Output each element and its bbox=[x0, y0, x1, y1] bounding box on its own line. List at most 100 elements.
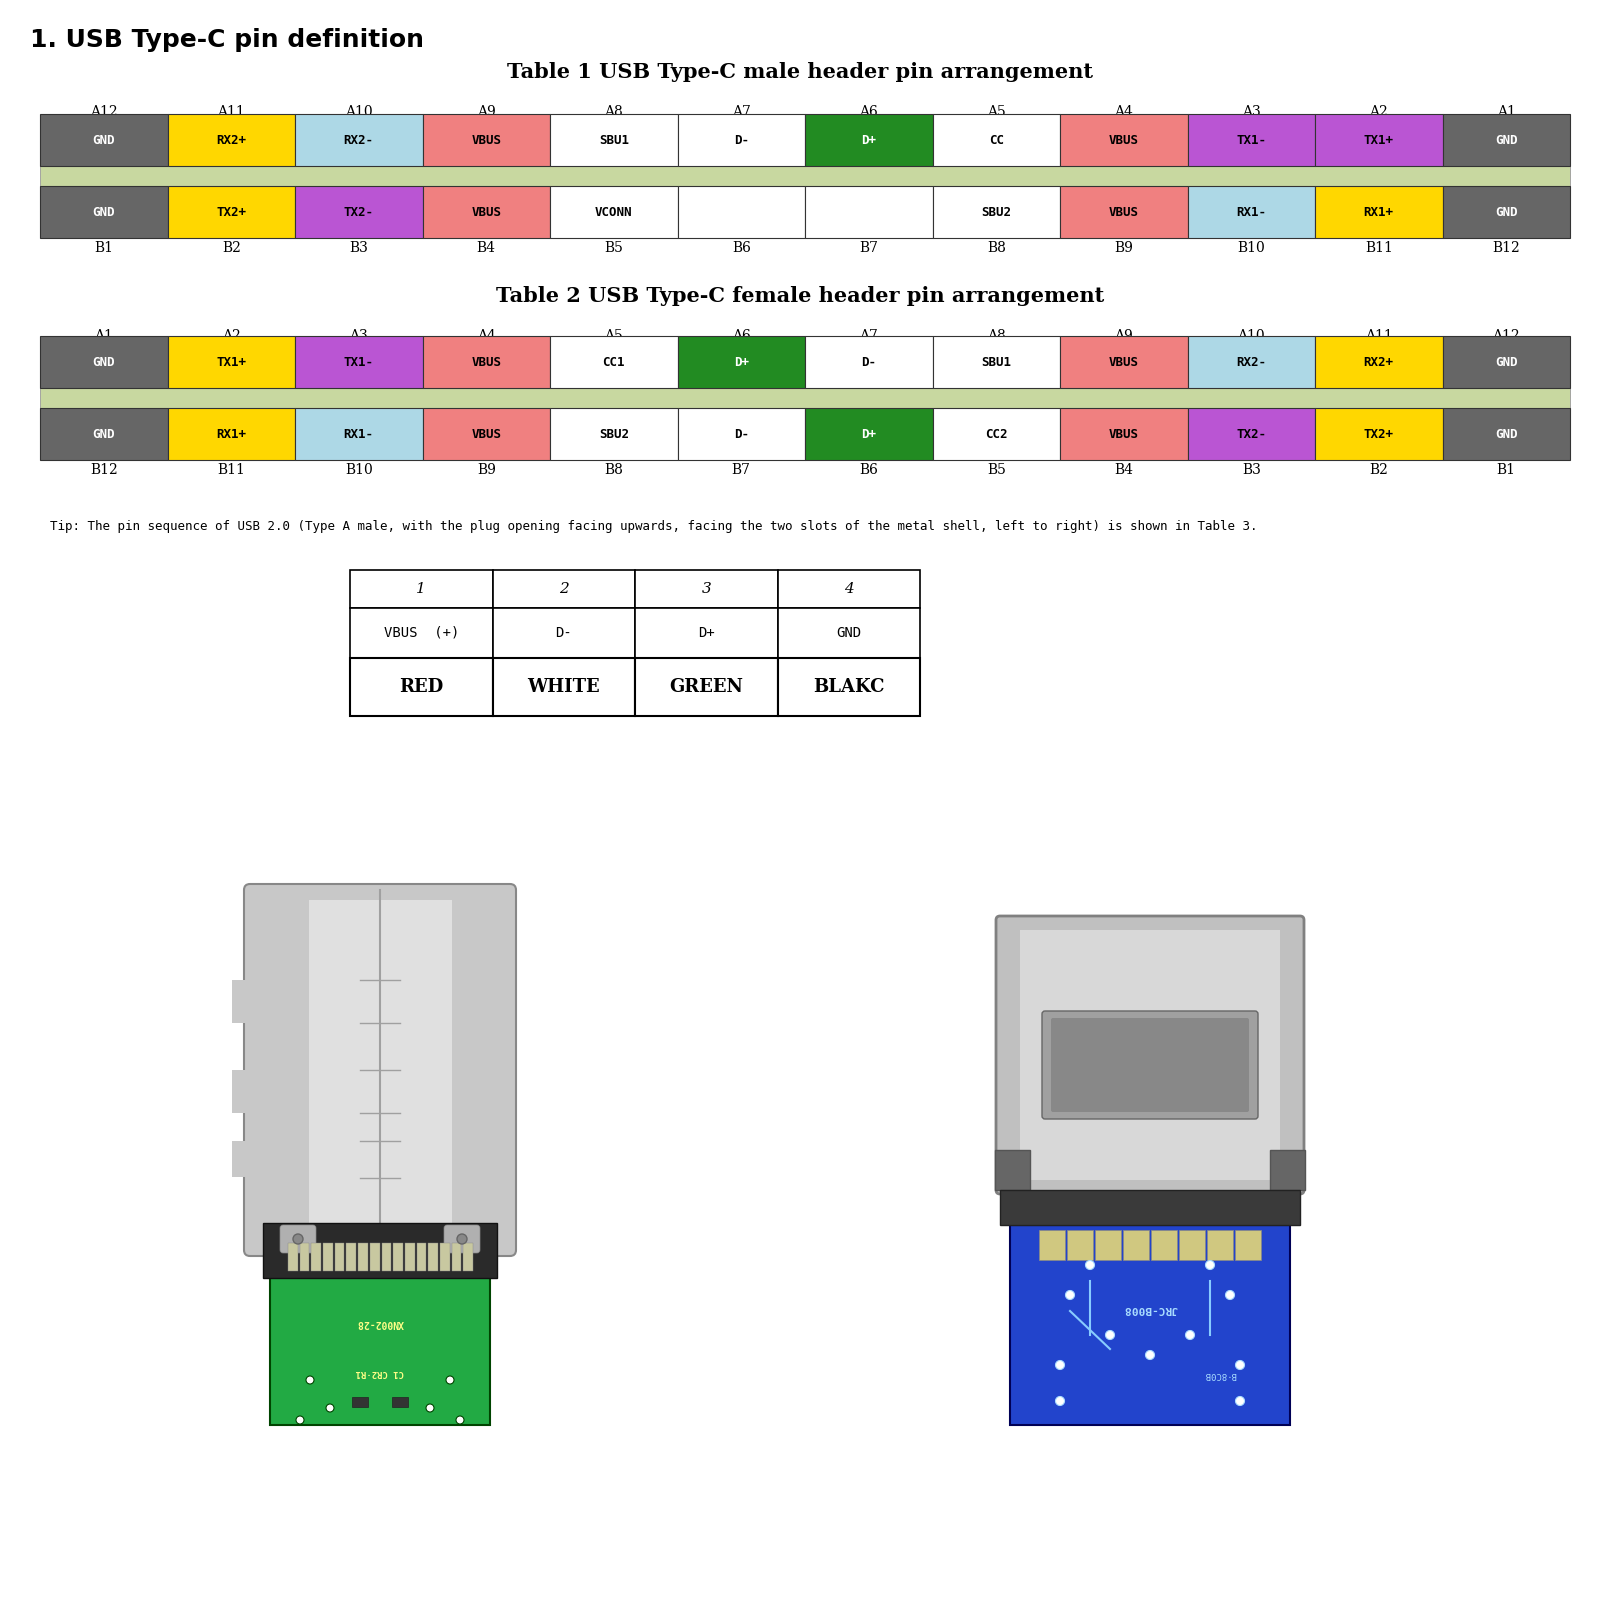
Bar bbox=[422, 114, 550, 166]
Bar bbox=[1235, 1230, 1261, 1261]
Text: BLAKC: BLAKC bbox=[813, 678, 885, 696]
Text: A4: A4 bbox=[1114, 106, 1133, 118]
Bar bbox=[288, 1243, 298, 1270]
Text: RX2+: RX2+ bbox=[216, 133, 246, 147]
Text: GND: GND bbox=[1494, 205, 1517, 219]
Text: D+: D+ bbox=[861, 133, 877, 147]
Bar bbox=[294, 408, 422, 461]
Text: A6: A6 bbox=[731, 330, 750, 342]
Bar bbox=[262, 1222, 498, 1278]
Bar bbox=[168, 408, 294, 461]
Text: A11: A11 bbox=[1365, 330, 1392, 342]
Bar bbox=[550, 408, 677, 461]
Ellipse shape bbox=[1056, 1360, 1064, 1370]
Bar bbox=[429, 1243, 438, 1270]
Text: D+: D+ bbox=[861, 427, 877, 440]
Bar bbox=[778, 608, 920, 658]
Bar bbox=[1187, 186, 1315, 238]
Text: VBUS: VBUS bbox=[1109, 355, 1139, 368]
Bar bbox=[1059, 408, 1187, 461]
Bar bbox=[550, 336, 677, 387]
Text: B6: B6 bbox=[859, 462, 878, 477]
Text: 3: 3 bbox=[701, 582, 710, 595]
Bar bbox=[933, 186, 1059, 238]
Ellipse shape bbox=[1235, 1397, 1245, 1405]
Text: RX1+: RX1+ bbox=[1363, 205, 1394, 219]
Text: D-: D- bbox=[555, 626, 573, 640]
Bar bbox=[1094, 1230, 1122, 1261]
Text: B·8C0B: B·8C0B bbox=[1203, 1371, 1237, 1379]
Bar bbox=[677, 408, 805, 461]
Text: A12: A12 bbox=[1493, 330, 1520, 342]
Ellipse shape bbox=[1106, 1331, 1115, 1339]
Text: B4: B4 bbox=[477, 242, 496, 254]
Bar bbox=[1059, 336, 1187, 387]
Bar bbox=[550, 114, 677, 166]
Text: TX1-: TX1- bbox=[1237, 133, 1266, 147]
Bar bbox=[493, 608, 635, 658]
Text: GND: GND bbox=[93, 205, 115, 219]
Text: RX2-: RX2- bbox=[344, 133, 374, 147]
Bar bbox=[358, 1243, 368, 1270]
Text: Tip: The pin sequence of USB 2.0 (Type A male, with the plug opening facing upwa: Tip: The pin sequence of USB 2.0 (Type A… bbox=[50, 520, 1258, 533]
Bar bbox=[416, 1243, 426, 1270]
Text: B12: B12 bbox=[90, 462, 118, 477]
Text: A1: A1 bbox=[94, 330, 114, 342]
Text: B12: B12 bbox=[1493, 242, 1520, 254]
Bar bbox=[635, 570, 778, 608]
Ellipse shape bbox=[1146, 1350, 1155, 1360]
Bar bbox=[350, 658, 493, 717]
Text: B9: B9 bbox=[1114, 242, 1133, 254]
Text: A8: A8 bbox=[987, 330, 1006, 342]
Text: GND: GND bbox=[1494, 133, 1517, 147]
Text: GND: GND bbox=[93, 133, 115, 147]
Text: TX2-: TX2- bbox=[344, 205, 374, 219]
Text: D+: D+ bbox=[734, 355, 749, 368]
Text: B10: B10 bbox=[1237, 242, 1266, 254]
Text: B11: B11 bbox=[218, 462, 245, 477]
Bar bbox=[1443, 114, 1570, 166]
Bar bbox=[422, 336, 550, 387]
Text: VBUS: VBUS bbox=[472, 205, 501, 219]
Bar bbox=[440, 1243, 450, 1270]
Bar bbox=[778, 570, 920, 608]
Text: 1: 1 bbox=[416, 582, 426, 595]
Bar bbox=[1270, 1150, 1306, 1190]
Text: JRC-B008: JRC-B008 bbox=[1123, 1304, 1178, 1314]
Bar bbox=[40, 114, 168, 166]
Bar bbox=[805, 408, 933, 461]
Text: C1 CR2·R1: C1 CR2·R1 bbox=[355, 1368, 405, 1376]
Bar bbox=[493, 570, 635, 608]
Text: Table 1 USB Type-C male header pin arrangement: Table 1 USB Type-C male header pin arran… bbox=[507, 62, 1093, 82]
Text: RX2-: RX2- bbox=[1237, 355, 1266, 368]
Bar bbox=[1038, 1230, 1066, 1261]
Text: GND: GND bbox=[1494, 427, 1517, 440]
Bar bbox=[1443, 336, 1570, 387]
Bar bbox=[1315, 114, 1443, 166]
Ellipse shape bbox=[458, 1234, 467, 1245]
Bar bbox=[347, 1243, 357, 1270]
Text: A8: A8 bbox=[605, 106, 622, 118]
Text: A3: A3 bbox=[1242, 106, 1261, 118]
Bar bbox=[294, 336, 422, 387]
Text: B8: B8 bbox=[987, 242, 1006, 254]
Bar bbox=[381, 1243, 390, 1270]
Bar bbox=[232, 979, 250, 1022]
Ellipse shape bbox=[1085, 1261, 1094, 1269]
Bar bbox=[168, 114, 294, 166]
Text: GND: GND bbox=[93, 427, 115, 440]
Ellipse shape bbox=[1186, 1331, 1195, 1339]
Text: VBUS: VBUS bbox=[1109, 133, 1139, 147]
FancyBboxPatch shape bbox=[1051, 1018, 1250, 1112]
Text: WHITE: WHITE bbox=[528, 678, 600, 696]
Ellipse shape bbox=[1205, 1261, 1214, 1269]
Text: A1: A1 bbox=[1498, 106, 1515, 118]
Text: CC2: CC2 bbox=[986, 427, 1008, 440]
Text: VBUS: VBUS bbox=[472, 133, 501, 147]
Bar bbox=[422, 186, 550, 238]
Text: D+: D+ bbox=[698, 626, 715, 640]
Bar bbox=[677, 336, 805, 387]
Bar bbox=[1179, 1230, 1205, 1261]
Text: A12: A12 bbox=[90, 106, 117, 118]
FancyBboxPatch shape bbox=[280, 1226, 317, 1253]
